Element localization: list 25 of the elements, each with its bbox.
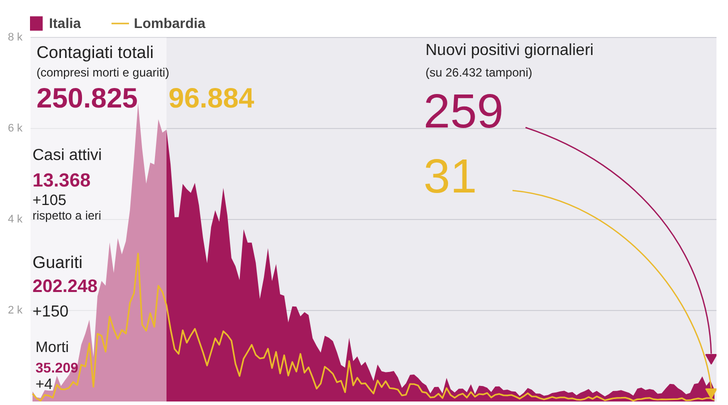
y-tick-label: 6 k: [8, 122, 23, 134]
annotation: (compresi morti e guariti): [36, 66, 170, 80]
annotation: 35.209: [36, 360, 79, 376]
annotation: Morti: [36, 339, 69, 356]
annotation: Guariti: [32, 253, 83, 272]
y-tick-label: 8 k: [8, 32, 23, 44]
annotation: +105: [32, 192, 66, 209]
y-tick-label: 4 k: [8, 214, 23, 226]
legend-label: Lombardia: [134, 15, 206, 31]
annotation: 13.368: [32, 170, 91, 192]
annotation: Casi attivi: [32, 147, 102, 164]
line-series: [32, 252, 716, 402]
annotation: 202.248: [32, 276, 98, 296]
annotation: +4: [36, 376, 53, 393]
annotation: 31: [424, 150, 477, 204]
annotation: 250.825: [36, 82, 138, 114]
annotation: Contagiati totali: [36, 43, 154, 62]
y-tick-label: 2 k: [8, 304, 23, 316]
legend-label: Italia: [49, 15, 81, 31]
annotation: 96.884: [168, 82, 255, 114]
annotation: (su 26.432 tamponi): [426, 66, 532, 80]
annotation: 259: [424, 86, 504, 138]
annotation: +150: [32, 304, 69, 320]
annotation: Nuovi positivi giornalieri: [426, 42, 594, 59]
annotation: rispetto a ieri: [32, 208, 102, 222]
